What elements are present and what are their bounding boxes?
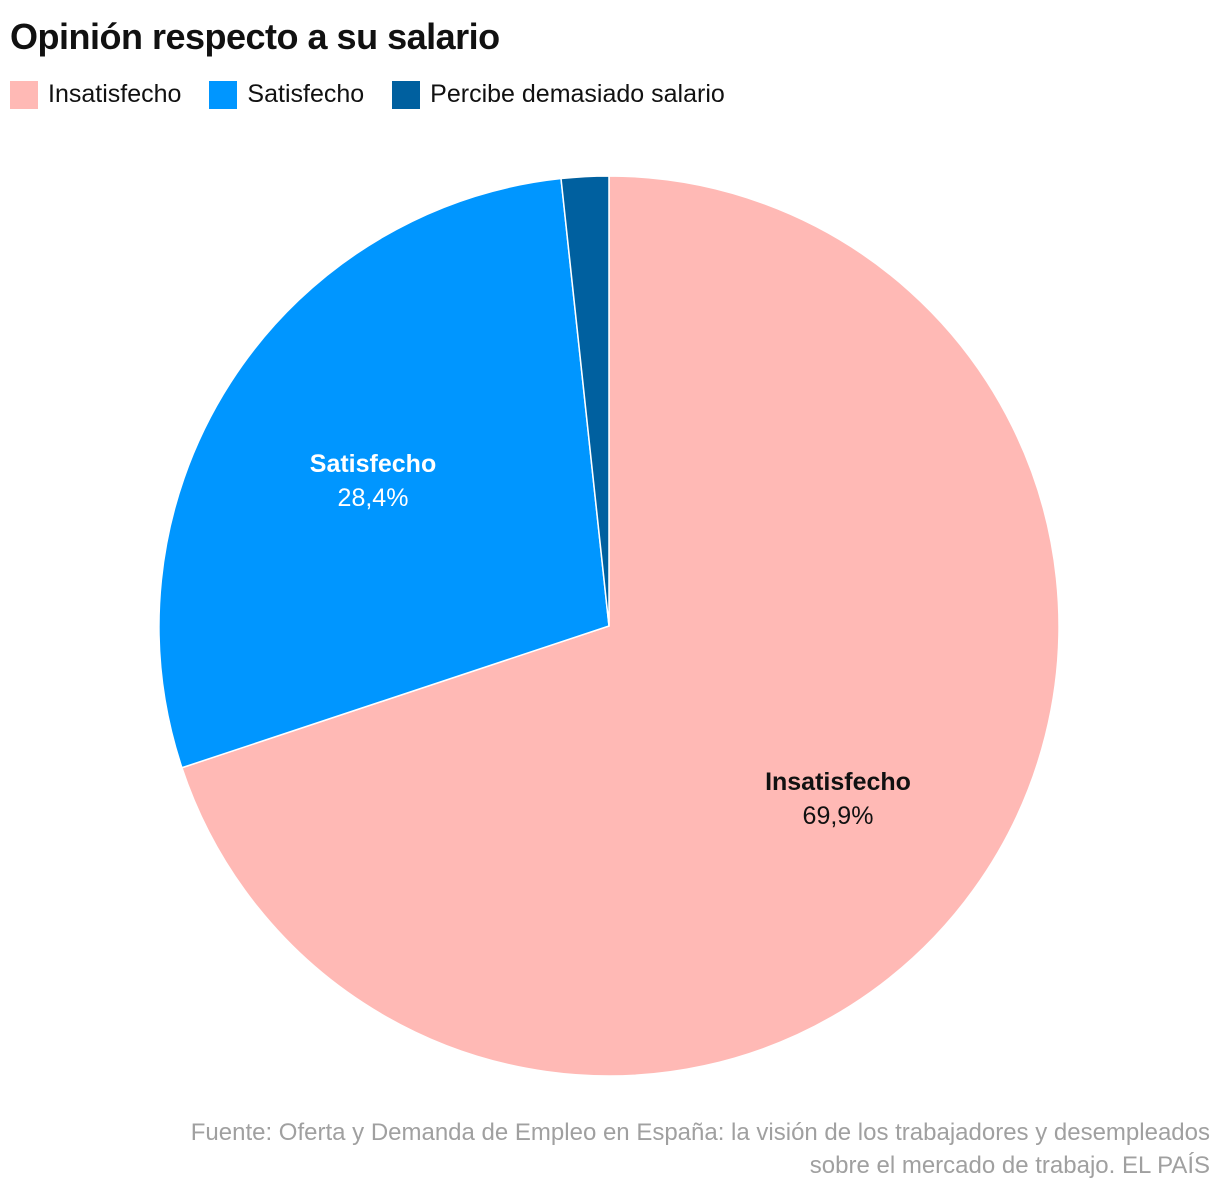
legend-swatch [392, 80, 421, 109]
legend-item-percibe-demasiado: Percibe demasiado salario [392, 80, 725, 109]
slice-label-value: 69,9% [803, 802, 874, 830]
legend-item-satisfecho: Satisfecho [209, 80, 364, 109]
pie-slice-insatisfecho [180, 175, 1060, 1077]
legend-item-insatisfecho: Insatisfecho [10, 80, 181, 109]
slice-label-value: 28,4% [338, 484, 409, 512]
legend-label: Insatisfecho [48, 80, 182, 108]
legend-swatch [10, 80, 38, 109]
pie-slice-percibe-demasiado-salario [560, 175, 610, 627]
legend: Insatisfecho Satisfecho Percibe demasiad… [10, 80, 753, 109]
source-line-2: sobre el mercado de trabajo. EL PAÍS [809, 1152, 1210, 1179]
source-line-1: Fuente: Oferta y Demanda de Empleo en Es… [190, 1119, 1210, 1146]
chart-title: Opinión respecto a su salario [10, 16, 500, 57]
legend-label: Percibe demasiado salario [430, 80, 725, 108]
legend-label: Satisfecho [247, 80, 365, 108]
pie-slice-satisfecho [158, 177, 610, 769]
slice-label-name: Insatisfecho [765, 768, 911, 796]
legend-swatch [209, 80, 238, 109]
slice-label-name: Satisfecho [310, 450, 436, 478]
source-note: Fuente: Oferta y Demanda de Empleo en Es… [191, 1116, 1210, 1182]
